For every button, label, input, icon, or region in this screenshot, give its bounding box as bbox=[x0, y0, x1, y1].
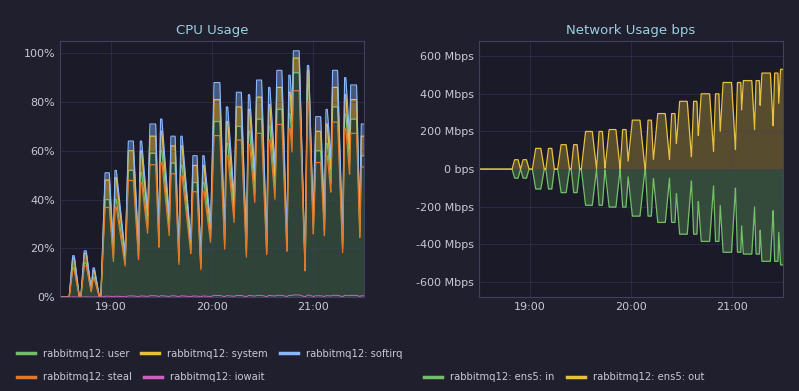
Title: CPU Usage: CPU Usage bbox=[176, 24, 248, 37]
Legend: rabbitmq12: user, rabbitmq12: system, rabbitmq12: softirq: rabbitmq12: user, rabbitmq12: system, ra… bbox=[13, 344, 407, 362]
Legend: rabbitmq12: ens5: in, rabbitmq12: ens5: out: rabbitmq12: ens5: in, rabbitmq12: ens5: … bbox=[420, 368, 708, 386]
Legend: rabbitmq12: steal, rabbitmq12: iowait: rabbitmq12: steal, rabbitmq12: iowait bbox=[13, 368, 268, 386]
Title: Network Usage bps: Network Usage bps bbox=[566, 24, 696, 37]
